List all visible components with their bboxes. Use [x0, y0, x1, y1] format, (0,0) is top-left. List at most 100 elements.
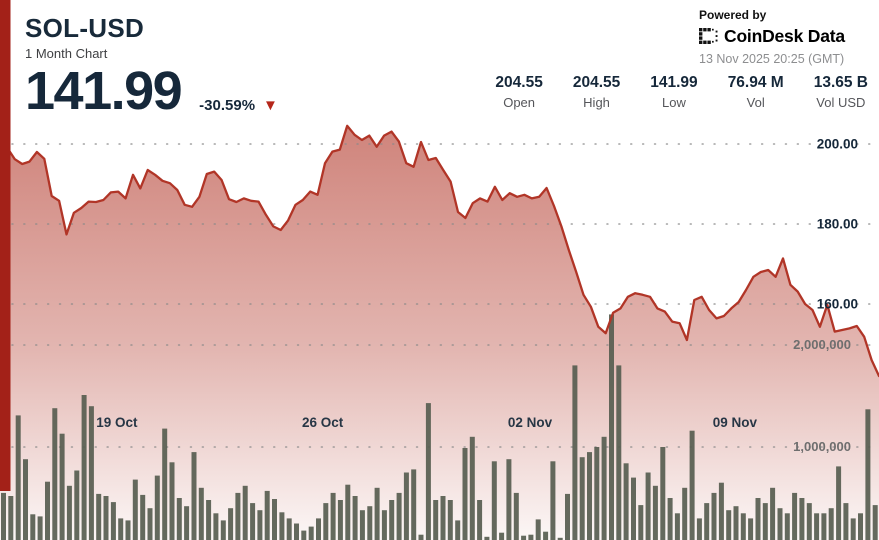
volume-bar — [294, 523, 299, 540]
volume-bar — [88, 406, 94, 540]
volume-bar — [872, 505, 878, 540]
volume-bar — [198, 487, 204, 540]
stat-label: Open — [503, 95, 536, 110]
volume-bar — [513, 492, 519, 540]
brand-name: CoinDesk Data — [724, 26, 845, 46]
volume-bar — [103, 496, 109, 540]
x-axis-label: 26 Oct — [302, 415, 344, 430]
volume-bar — [858, 513, 863, 540]
x-axis-label: 09 Nov — [713, 415, 758, 430]
stat-label: Vol — [746, 95, 765, 110]
volume-bar — [191, 452, 197, 540]
volume-bar — [447, 500, 453, 540]
y-axis-price-label: 180.00 — [817, 217, 858, 232]
volume-bar — [843, 503, 849, 540]
volume-bar — [30, 514, 36, 540]
volume-bar — [96, 493, 102, 540]
volume-bar — [110, 502, 116, 540]
price-row: 141.99 -30.59% ▼ — [25, 60, 278, 121]
volume-bar — [308, 526, 314, 540]
volume-bar — [118, 518, 124, 540]
stat-value: 204.55 — [572, 74, 621, 91]
volume-bar — [491, 461, 497, 540]
volume-bar — [367, 506, 373, 540]
volume-bar — [286, 518, 292, 540]
coindesk-brand-link[interactable]: CoinDesk Data — [699, 26, 845, 47]
powered-by-label: Powered by — [699, 8, 767, 22]
stat-open: 204.55 Open — [495, 74, 542, 110]
volume-bar — [711, 492, 717, 540]
volume-bar — [748, 518, 754, 540]
price-line — [0, 124, 879, 378]
volume-bar — [462, 448, 468, 540]
volume-bar — [403, 472, 409, 540]
volume-bar — [147, 508, 153, 540]
volume-bar — [579, 457, 585, 540]
volume-bar — [784, 513, 790, 540]
volume-bar — [777, 508, 783, 540]
volume-bar — [631, 477, 636, 540]
volume-bar — [52, 408, 58, 540]
stat-label: Vol USD — [816, 95, 866, 110]
volume-bar — [792, 492, 798, 540]
volume-bar — [770, 487, 776, 540]
timestamp: 13 Nov 2025 20:25 (GMT) — [699, 52, 845, 66]
stat-value: 13.65 B — [813, 74, 868, 91]
stat-high: 204.55 High — [573, 74, 620, 110]
volume-bar — [220, 520, 226, 540]
volume-bar — [359, 510, 365, 540]
coindesk-logo-icon — [699, 28, 718, 44]
volume-bar — [184, 506, 190, 540]
volume-bar — [264, 490, 270, 540]
volume-bar — [733, 506, 739, 540]
volume-bar — [440, 496, 446, 540]
volume-bar — [330, 492, 336, 540]
volume-bar — [623, 463, 629, 540]
stat-low: 141.99 Low — [650, 74, 697, 110]
current-price: 141.99 — [25, 60, 183, 121]
volume-bar — [565, 493, 570, 540]
volume-bar — [550, 461, 556, 540]
header: SOL-USD 1 Month Chart 141.99 -30.59% ▼ — [25, 13, 278, 121]
volume-bar — [828, 508, 834, 540]
volume-bar — [66, 485, 72, 540]
volume-bar — [865, 409, 871, 540]
volume-bar — [81, 395, 87, 540]
x-axis-label: 02 Nov — [508, 415, 553, 430]
volume-bar — [836, 466, 842, 540]
page-title: SOL-USD — [25, 13, 145, 43]
volume-bar — [125, 520, 131, 540]
volume-bar — [301, 530, 307, 540]
volume-bar — [411, 469, 417, 540]
volume-bar — [469, 436, 475, 540]
volume-bar — [132, 479, 138, 540]
stat-value: 141.99 — [650, 74, 698, 91]
chart-subtitle: 1 Month Chart — [25, 45, 108, 61]
volume-bar — [396, 492, 402, 540]
volume-bar — [228, 508, 234, 540]
volume-bar — [696, 518, 702, 540]
volume-bar — [660, 447, 666, 540]
volume-bar — [74, 470, 80, 540]
x-axis-label: 19 Oct — [96, 415, 138, 430]
volume-bar — [594, 447, 600, 540]
stat-vol: 76.94 M Vol — [728, 74, 784, 110]
volume-bar — [740, 513, 746, 540]
volume-bar — [762, 503, 768, 540]
volume-bar — [316, 518, 321, 540]
volume-bar — [206, 500, 212, 540]
volume-bar — [45, 481, 50, 540]
volume-bar — [389, 500, 395, 540]
volume-bar — [667, 498, 673, 540]
volume-bar — [638, 505, 644, 540]
volume-bar — [601, 436, 607, 540]
volume-bar — [250, 503, 256, 540]
volume-bar — [850, 518, 856, 540]
volume-bar — [176, 498, 182, 540]
volume-bar — [821, 513, 827, 540]
stat-label: Low — [662, 95, 686, 110]
volume-bar — [154, 475, 160, 540]
volume-bar — [15, 415, 21, 540]
